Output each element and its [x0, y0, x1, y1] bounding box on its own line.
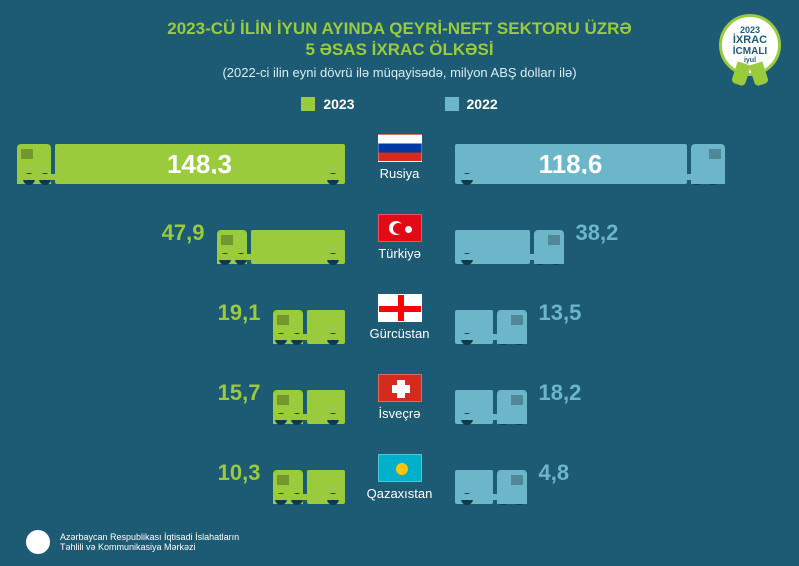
truck-icon: 18,2 — [455, 350, 527, 424]
badge-line-2: İCMALI — [733, 47, 767, 58]
truck-cab — [497, 470, 527, 504]
flag-icon — [378, 214, 422, 242]
right-side: 13,5 — [455, 280, 799, 354]
data-row: 15,7 İsveçrə 18,2 — [0, 360, 799, 434]
subtitle: (2022-ci ilin eyni dövrü ilə müqayisədə,… — [0, 65, 799, 80]
country-block: İsveçrə — [345, 374, 455, 421]
country-block: Rusiya — [345, 134, 455, 181]
footer-logo-icon — [26, 530, 50, 554]
header: 2023-CÜ İLİN İYUN AYINDA QEYRİ-NEFT SEKT… — [0, 18, 799, 80]
title-line-1: 2023-CÜ İLİN İYUN AYINDA QEYRİ-NEFT SEKT… — [0, 18, 799, 39]
data-row: 19,1 Gürcüstan 13,5 — [0, 280, 799, 354]
truck-icon: 4,8 — [455, 430, 527, 504]
value-label: 10,3 — [218, 460, 261, 486]
left-side: 10,3 — [0, 440, 345, 514]
swatch-2022 — [445, 97, 459, 111]
flag-icon — [378, 294, 422, 322]
right-side: 18,2 — [455, 360, 799, 434]
truck-base — [217, 254, 345, 260]
data-row: 148,3Rusiya118,6 — [0, 120, 799, 194]
truck-cab — [497, 390, 527, 424]
truck-icon: 10,3 — [273, 430, 345, 504]
flag-icon — [378, 454, 422, 482]
badge-line-1: İXRAC — [733, 35, 767, 47]
left-side: 19,1 — [0, 280, 345, 354]
country-label: Gürcüstan — [345, 326, 455, 341]
truck-icon: 118,6 — [455, 110, 725, 184]
truck-icon: 47,9 — [217, 190, 345, 264]
truck-base — [273, 414, 345, 420]
left-side: 47,9 — [0, 200, 345, 274]
value-label: 19,1 — [218, 300, 261, 326]
truck-cab — [497, 310, 527, 344]
footer: Azərbaycan Respublikası İqtisadi İslahat… — [26, 530, 239, 554]
value-label: 15,7 — [218, 380, 261, 406]
truck-base — [273, 334, 345, 340]
country-block: Qazaxıstan — [345, 454, 455, 501]
badge-line-3: iyul — [744, 57, 756, 64]
country-label: Qazaxıstan — [345, 486, 455, 501]
truck-cab — [691, 144, 725, 184]
value-label: 47,9 — [162, 220, 205, 246]
export-review-badge: 2023 İXRAC İCMALI iyul — [719, 14, 781, 76]
right-side: 4,8 — [455, 440, 799, 514]
truck-base — [21, 174, 345, 180]
truck-icon: 148,3 — [17, 110, 345, 184]
right-side: 38,2 — [455, 200, 799, 274]
left-side: 148,3 — [0, 120, 345, 194]
left-side: 15,7 — [0, 360, 345, 434]
truck-icon: 15,7 — [273, 350, 345, 424]
truck-cab — [534, 230, 564, 264]
value-label: 13,5 — [539, 300, 582, 326]
value-label: 38,2 — [576, 220, 619, 246]
truck-base — [455, 174, 721, 180]
country-block: Türkiyə — [345, 214, 455, 261]
truck-icon: 38,2 — [455, 190, 564, 264]
country-label: İsveçrə — [345, 406, 455, 421]
swatch-2023 — [301, 97, 315, 111]
right-side: 118,6 — [455, 120, 799, 194]
flag-icon — [378, 374, 422, 402]
truck-icon: 19,1 — [273, 270, 345, 344]
value-label: 4,8 — [539, 460, 570, 486]
country-label: Rusiya — [345, 166, 455, 181]
flag-icon — [378, 134, 422, 162]
country-block: Gürcüstan — [345, 294, 455, 341]
truck-icon: 13,5 — [455, 270, 527, 344]
data-row: 10,3 Qazaxıstan 4,8 — [0, 440, 799, 514]
title-line-2: 5 ƏSAS İXRAC ÖLKƏSİ — [0, 39, 799, 60]
footer-text: Azərbaycan Respublikası İqtisadi İslahat… — [60, 532, 239, 552]
truck-base — [273, 494, 345, 500]
country-label: Türkiyə — [345, 246, 455, 261]
data-row: 47,9 Türkiyə 38,2 — [0, 200, 799, 274]
value-label: 18,2 — [539, 380, 582, 406]
chart-rows: 148,3Rusiya118,647,9Türkiyə38,219,1Gürcü… — [0, 120, 799, 514]
